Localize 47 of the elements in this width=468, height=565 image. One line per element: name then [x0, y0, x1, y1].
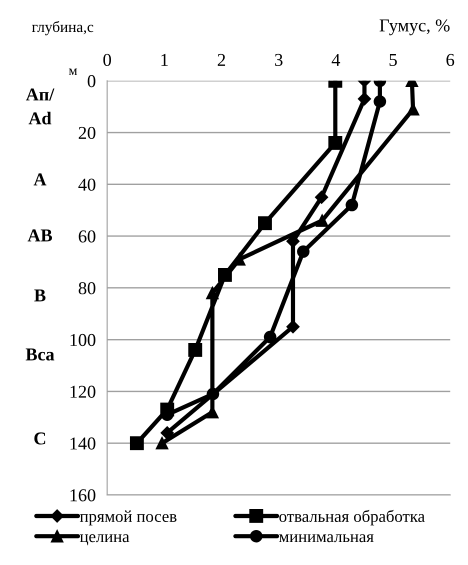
text: B: [34, 290, 46, 302]
x-tick-label: 5: [390, 54, 397, 66]
legend-label: прямой посев: [80, 510, 176, 526]
y-tick-label: 80: [78, 282, 96, 294]
x-tick-label: 4: [332, 54, 340, 66]
legend-label: отвальная обработка: [279, 510, 425, 526]
text: A: [34, 173, 46, 186]
point: [258, 216, 272, 230]
y-tick-label: 100: [70, 334, 96, 346]
y-tick-label: 20: [78, 126, 96, 140]
x-tick-label: 2: [218, 54, 226, 66]
point: [286, 234, 300, 248]
y-tick-label: 0: [88, 75, 96, 88]
x-tick-label: 0: [103, 54, 111, 66]
x-axis-title: Гумус, %: [380, 19, 450, 36]
point: [328, 136, 342, 150]
point: [206, 388, 220, 400]
legend-label: целина: [80, 534, 130, 546]
y-axis-title: глубина,с: [32, 21, 94, 36]
point: [160, 426, 174, 440]
y-tick-label: 60: [78, 230, 96, 243]
y-tick-label: 120: [70, 386, 96, 398]
legend-label: минимальная: [279, 534, 374, 542]
point: [160, 402, 174, 416]
y-tick-label: 40: [78, 178, 96, 191]
x-tick-label: 6: [446, 54, 454, 66]
x-tick-label: 3: [275, 54, 283, 66]
point: [374, 95, 386, 108]
x-tick-label: 1: [161, 54, 168, 66]
text: AB: [28, 229, 52, 242]
point: [264, 330, 276, 344]
text: Bca: [26, 348, 54, 361]
point: [188, 343, 202, 357]
text: м: [68, 68, 78, 76]
point: [346, 198, 358, 212]
point: [314, 190, 328, 204]
point: [218, 268, 232, 282]
point: [316, 214, 328, 227]
point: [297, 245, 310, 258]
y-tick-label: 140: [70, 437, 96, 450]
y-tick-label: 160: [70, 489, 96, 502]
text: C: [34, 432, 46, 445]
point: [156, 436, 168, 450]
point: [358, 92, 372, 106]
text: Ап/ Ad: [26, 88, 54, 124]
point: [130, 436, 144, 450]
point: [286, 320, 300, 334]
